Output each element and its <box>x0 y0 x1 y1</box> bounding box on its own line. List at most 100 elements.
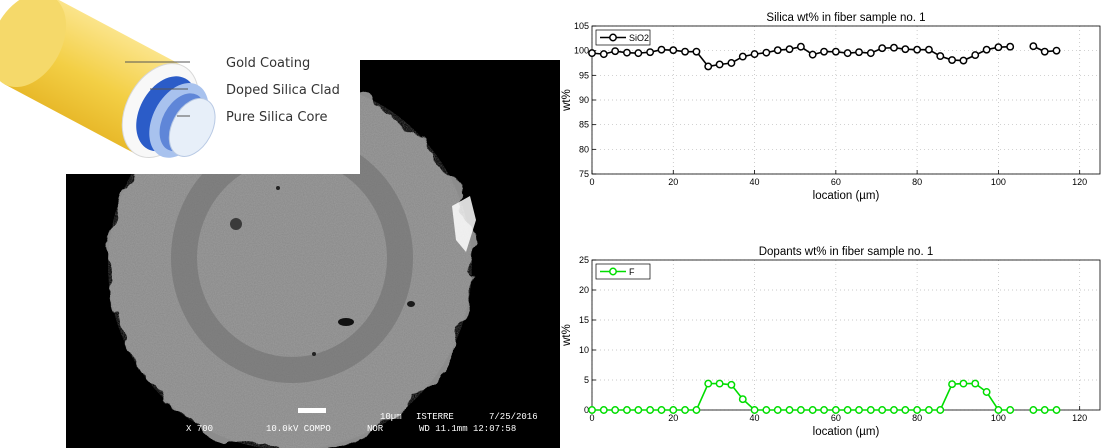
data-point <box>913 406 922 414</box>
data-point <box>623 406 631 414</box>
mode-label: NOR <box>367 424 384 434</box>
scale-label: 10µm <box>380 412 402 422</box>
x-tick-label: 80 <box>912 177 922 187</box>
data-point <box>669 46 678 55</box>
data-point <box>866 49 875 58</box>
chart-title: Dopants wt% in fiber sample no. 1 <box>759 246 934 258</box>
legend-marker <box>609 267 617 276</box>
data-point <box>750 406 759 414</box>
data-point <box>959 56 968 65</box>
data-point <box>866 406 875 414</box>
x-tick-label: 100 <box>991 177 1006 187</box>
data-point <box>1029 42 1038 51</box>
data-point <box>820 47 829 56</box>
data-point <box>982 388 991 396</box>
data-point <box>646 406 655 414</box>
data-point <box>599 406 608 414</box>
dopants-chart: 0 20 40 60 80 100 120 0 5 10 15 20 25 Dopants wt% in … <box>561 246 1101 438</box>
data-point <box>808 406 817 414</box>
data-point <box>936 52 945 61</box>
x-tick-label: 20 <box>668 413 678 423</box>
data-point <box>727 59 736 67</box>
data-point <box>924 406 933 414</box>
data-point <box>669 406 678 414</box>
data-point <box>634 406 643 414</box>
legend-label: F <box>629 267 635 277</box>
chart-title: Silica wt% in fiber sample no. 1 <box>766 12 925 24</box>
data-point <box>796 406 805 414</box>
data-point <box>738 52 747 61</box>
data-point <box>890 43 898 52</box>
data-point <box>611 47 620 56</box>
y-tick-label: 80 <box>579 144 589 154</box>
data-point <box>785 45 794 54</box>
data-point <box>948 380 957 389</box>
scale-bar <box>298 408 326 413</box>
data-point <box>878 406 887 414</box>
data-point <box>715 60 724 69</box>
x-tick-label: 60 <box>831 177 841 187</box>
silica-chart: 0 20 40 60 80 100 120 75 80 85 90 95 100 105 Silica wt… <box>561 12 1101 202</box>
x-axis-label: location (µm) <box>813 426 880 438</box>
data-point <box>762 48 771 57</box>
data-point <box>855 406 863 414</box>
y-tick-label: 5 <box>584 375 589 385</box>
x-tick-label: 120 <box>1072 177 1087 187</box>
data-point <box>948 56 957 64</box>
data-point <box>1040 47 1049 56</box>
data-point <box>901 406 910 414</box>
doped-clad-label: Doped Silica Clad <box>226 83 340 98</box>
voltage-label: 10.0kV COMPO <box>266 424 331 434</box>
date-label: 7/25/2016 <box>489 412 538 422</box>
data-point <box>994 43 1003 52</box>
x-axis-label: location (µm) <box>813 190 880 202</box>
data-point <box>971 51 980 60</box>
y-tick-label: 85 <box>579 120 589 130</box>
data-point <box>785 406 794 414</box>
data-point <box>994 406 1003 414</box>
pure-core-label: Pure Silica Core <box>226 110 327 125</box>
x-tick-label: 20 <box>668 177 678 187</box>
x-tick-label: 60 <box>831 413 841 423</box>
data-point <box>773 406 782 414</box>
data-point <box>843 406 852 414</box>
data-point <box>913 45 922 54</box>
data-point <box>773 46 782 55</box>
data-point <box>588 406 596 414</box>
y-tick-label: 90 <box>579 95 589 105</box>
y-tick-label: 25 <box>579 255 589 265</box>
x-tick-label: 120 <box>1072 413 1087 423</box>
data-point <box>890 406 898 414</box>
data-point <box>878 44 887 53</box>
data-point <box>750 50 759 59</box>
x-tick-label: 40 <box>750 413 760 423</box>
y-tick-label: 10 <box>579 345 589 355</box>
data-point <box>727 380 736 389</box>
y-tick-label: 0 <box>584 405 589 415</box>
data-point <box>599 50 608 59</box>
data-point <box>936 406 945 414</box>
gold-coating-label: Gold Coating <box>226 56 310 71</box>
data-point <box>843 49 852 58</box>
data-point <box>657 45 666 54</box>
x-tick-label: 0 <box>589 413 594 423</box>
data-point <box>901 45 910 54</box>
data-point <box>704 379 713 388</box>
wd-time-label: WD 11.1mm 12:07:58 <box>419 424 516 434</box>
y-axis-label: wt% <box>561 89 573 112</box>
magnification-label: X 700 <box>186 424 213 434</box>
data-point <box>681 406 690 414</box>
data-point <box>692 47 701 56</box>
data-point <box>762 406 771 414</box>
data-point <box>982 45 991 54</box>
fiber-figure: X 700 10.0kV COMPO NOR 10µm ISTERRE 7/25… <box>0 0 560 448</box>
legend-label: SiO2 <box>629 33 649 43</box>
data-point <box>1052 46 1061 55</box>
data-point <box>855 48 863 57</box>
x-tick-label: 40 <box>750 177 760 187</box>
data-point <box>924 45 933 54</box>
data-point <box>796 42 805 51</box>
y-tick-label: 20 <box>579 285 589 295</box>
y-tick-label: 100 <box>574 46 589 56</box>
